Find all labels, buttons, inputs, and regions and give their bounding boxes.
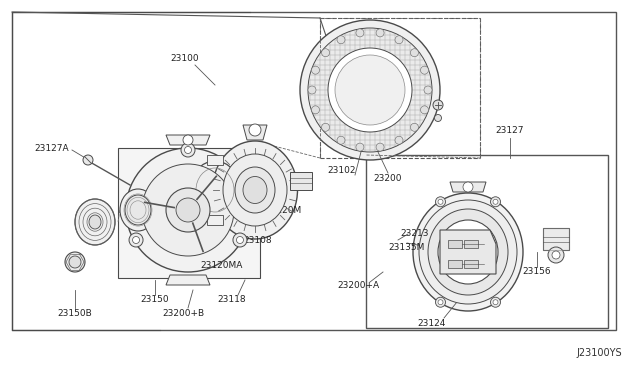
Text: 23135M: 23135M	[389, 243, 425, 251]
Circle shape	[438, 199, 443, 204]
Bar	[543, 228, 569, 250]
Circle shape	[166, 188, 210, 232]
Ellipse shape	[438, 220, 498, 284]
Bar	[464, 260, 478, 268]
Circle shape	[490, 197, 500, 207]
Text: 23200: 23200	[374, 173, 403, 183]
Circle shape	[435, 115, 442, 122]
Circle shape	[308, 86, 316, 94]
Circle shape	[410, 123, 419, 131]
Polygon shape	[207, 155, 223, 165]
Text: 23120M: 23120M	[265, 205, 301, 215]
Text: 23200+B: 23200+B	[162, 308, 204, 317]
Circle shape	[300, 20, 440, 160]
Circle shape	[376, 29, 384, 37]
Ellipse shape	[413, 193, 523, 311]
Ellipse shape	[75, 199, 115, 245]
Circle shape	[312, 66, 319, 74]
Circle shape	[337, 36, 345, 44]
Polygon shape	[450, 182, 486, 192]
Circle shape	[356, 29, 364, 37]
Ellipse shape	[419, 200, 517, 304]
Bar	[448, 260, 462, 268]
Text: 23156: 23156	[523, 267, 551, 276]
Ellipse shape	[428, 209, 508, 295]
Circle shape	[356, 143, 364, 151]
Polygon shape	[440, 230, 496, 274]
Circle shape	[236, 237, 243, 244]
Circle shape	[335, 55, 405, 125]
Circle shape	[463, 182, 473, 192]
Text: J23100YS: J23100YS	[577, 348, 622, 358]
Circle shape	[420, 66, 429, 74]
Ellipse shape	[212, 141, 298, 239]
Ellipse shape	[120, 189, 156, 231]
Circle shape	[233, 233, 247, 247]
Bar	[464, 240, 478, 248]
Bar	[543, 228, 569, 250]
Circle shape	[493, 300, 498, 305]
Circle shape	[126, 148, 250, 272]
Text: 23120MA: 23120MA	[201, 262, 243, 270]
Circle shape	[395, 36, 403, 44]
Text: 23150B: 23150B	[58, 308, 92, 317]
Circle shape	[410, 49, 419, 57]
Circle shape	[435, 197, 445, 207]
Circle shape	[337, 136, 345, 144]
Circle shape	[552, 251, 560, 259]
Polygon shape	[207, 215, 223, 225]
Text: 23127A: 23127A	[35, 144, 69, 153]
Polygon shape	[118, 148, 260, 278]
Circle shape	[548, 247, 564, 263]
Circle shape	[328, 48, 412, 132]
Circle shape	[493, 199, 498, 204]
Circle shape	[438, 300, 443, 305]
Ellipse shape	[125, 195, 151, 225]
Bar	[448, 240, 462, 248]
Circle shape	[69, 256, 81, 268]
Text: 23102: 23102	[328, 166, 356, 174]
Circle shape	[420, 106, 429, 114]
Circle shape	[433, 100, 443, 110]
Circle shape	[376, 143, 384, 151]
Text: 23213: 23213	[401, 228, 429, 237]
Circle shape	[321, 123, 330, 131]
Bar	[290, 172, 312, 190]
Bar	[366, 155, 608, 328]
Circle shape	[132, 237, 140, 244]
Ellipse shape	[243, 176, 267, 203]
Text: 23150: 23150	[141, 295, 170, 305]
Text: 23127: 23127	[496, 125, 524, 135]
Circle shape	[129, 233, 143, 247]
Ellipse shape	[235, 167, 275, 213]
Ellipse shape	[223, 154, 287, 226]
Circle shape	[176, 198, 200, 222]
Text: 23108: 23108	[244, 235, 272, 244]
Circle shape	[395, 136, 403, 144]
Circle shape	[183, 135, 193, 145]
Text: 23124: 23124	[418, 318, 446, 327]
Circle shape	[424, 86, 432, 94]
Circle shape	[321, 49, 330, 57]
Bar	[12, 12, 616, 330]
Polygon shape	[166, 275, 210, 285]
Circle shape	[308, 28, 432, 152]
Circle shape	[65, 252, 85, 272]
Circle shape	[490, 297, 500, 307]
Circle shape	[435, 297, 445, 307]
Circle shape	[83, 155, 93, 165]
Polygon shape	[243, 125, 267, 140]
Text: 23200+A: 23200+A	[337, 280, 379, 289]
Text: 23100: 23100	[171, 54, 199, 62]
Circle shape	[184, 147, 191, 154]
Circle shape	[249, 124, 261, 136]
Ellipse shape	[89, 215, 101, 229]
Polygon shape	[166, 135, 210, 145]
Text: 23118: 23118	[218, 295, 246, 305]
Circle shape	[142, 164, 234, 256]
Circle shape	[181, 143, 195, 157]
Circle shape	[312, 106, 319, 114]
